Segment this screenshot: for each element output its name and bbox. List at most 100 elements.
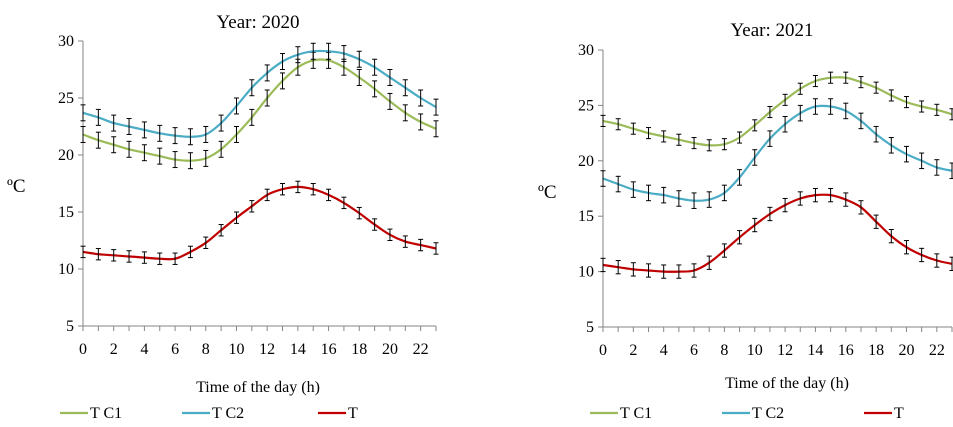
error-bar — [233, 211, 239, 224]
error-bar — [141, 251, 147, 264]
error-bar — [676, 133, 682, 146]
legend-entry: T — [864, 405, 904, 422]
x-tick-label: 2 — [110, 341, 118, 358]
error-bar — [706, 191, 712, 208]
legend-label: T — [348, 405, 358, 422]
error-bar — [372, 218, 378, 231]
x-tick-label: 12 — [777, 342, 793, 359]
error-bar — [280, 72, 286, 90]
error-bar — [172, 252, 178, 265]
error-bar — [630, 181, 636, 198]
error-bar — [782, 93, 788, 106]
x-tick-label: 2 — [629, 342, 637, 359]
error-bar — [157, 147, 163, 165]
error-bar — [95, 131, 101, 149]
x-tick-label: 4 — [140, 341, 148, 358]
series-line-t — [82, 185, 437, 261]
chart-title: Year: 2020 — [216, 12, 299, 33]
error-bar — [737, 169, 743, 186]
error-bar — [280, 53, 286, 70]
error-bar — [706, 255, 712, 270]
legend-entry: T C2 — [722, 405, 784, 422]
error-bar — [934, 159, 940, 176]
x-axis-label: Time of the day (h) — [196, 379, 320, 396]
error-bar — [888, 228, 894, 244]
x-tick-label: 16 — [321, 341, 337, 358]
error-bar — [691, 192, 697, 209]
error-bar — [218, 140, 224, 158]
error-bar — [418, 113, 424, 131]
error-bar — [615, 118, 621, 131]
legend-label: T C1 — [620, 405, 652, 422]
error-bar — [218, 114, 224, 132]
error-bar — [141, 144, 147, 162]
error-bar — [295, 46, 301, 64]
error-bar — [249, 108, 255, 126]
x-tick-label: 4 — [660, 342, 668, 359]
error-bar — [858, 112, 864, 130]
error-bar — [646, 184, 652, 202]
x-tick-label: 22 — [929, 342, 945, 359]
error-bar — [203, 126, 209, 143]
error-bar — [919, 247, 925, 263]
error-bar — [646, 263, 652, 278]
error-bar — [646, 127, 652, 140]
error-bar — [249, 200, 255, 213]
x-tick-label: 8 — [202, 341, 210, 358]
error-bar — [356, 206, 362, 220]
error-bar — [80, 104, 86, 122]
error-bar — [356, 50, 362, 68]
error-bar — [295, 180, 301, 194]
y-tick-label: 30 — [578, 42, 594, 59]
error-bar — [126, 140, 132, 158]
error-bar — [233, 97, 239, 115]
error-bar — [858, 200, 864, 215]
error-bar — [372, 80, 378, 98]
x-axis-label: Time of the day (h) — [725, 375, 849, 392]
error-bar — [828, 188, 834, 203]
error-bar — [691, 137, 697, 150]
y-tick-label: 15 — [578, 208, 594, 225]
x-tick-label: 12 — [259, 341, 275, 358]
error-bar — [812, 188, 818, 203]
legend-label: T C1 — [90, 405, 122, 422]
series-line-t-c1 — [602, 76, 953, 147]
error-bar — [264, 64, 270, 82]
error-bar — [767, 130, 773, 147]
x-tick-label: 10 — [747, 342, 763, 359]
y-tick-label: 30 — [58, 33, 74, 50]
error-bar — [615, 175, 621, 193]
error-bar — [949, 256, 953, 271]
x-tick-label: 10 — [228, 341, 244, 358]
legend-entry: T C1 — [60, 405, 122, 422]
error-bar — [387, 92, 393, 110]
error-bar — [661, 130, 667, 143]
x-tick-label: 14 — [290, 341, 306, 358]
error-bar — [326, 188, 332, 202]
error-bar — [782, 115, 788, 133]
error-bar — [433, 242, 439, 255]
error-bar — [264, 188, 270, 202]
error-bar — [600, 257, 606, 273]
chart-title: Year: 2021 — [730, 20, 813, 41]
y-axis-label: ºC — [538, 182, 557, 203]
chart-2020: Year: 2020 ºC Time of the day (h) 5 10 15 2… — [7, 12, 439, 422]
error-bar — [418, 89, 424, 107]
error-bar — [843, 102, 849, 120]
x-tick-label: 18 — [351, 341, 367, 358]
y-tick-label: 5 — [66, 318, 74, 335]
error-bar — [172, 151, 178, 169]
error-bar — [126, 250, 132, 263]
chart-2021: Year: 2021 ºC Time of the day (h) 5 10 15 2… — [538, 20, 953, 422]
series-line-t-c2 — [82, 49, 437, 138]
error-bar — [600, 114, 606, 127]
error-bar — [218, 224, 224, 237]
y-tick-label: 10 — [58, 261, 74, 278]
error-bar — [187, 128, 193, 146]
error-bar — [387, 228, 393, 241]
error-bar — [843, 192, 849, 207]
error-bar — [341, 45, 347, 63]
error-bar — [721, 243, 727, 258]
error-bar — [919, 152, 925, 170]
error-bar — [157, 124, 163, 142]
